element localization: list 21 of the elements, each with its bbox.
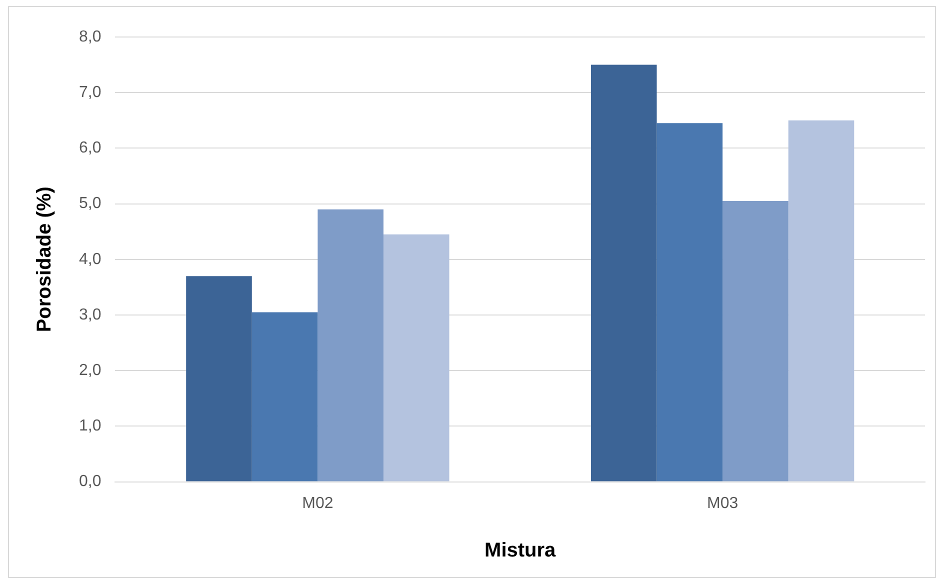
y-tick-label: 0,0	[78, 473, 102, 490]
bar	[656, 123, 723, 482]
y-tick-label: 6,0	[78, 140, 102, 157]
y-axis-title: Porosidade (%)	[34, 186, 56, 332]
x-tick-label: M02	[302, 494, 334, 512]
bar	[722, 201, 788, 482]
y-tick-label: 1,0	[78, 418, 102, 435]
bar	[788, 120, 854, 482]
bar	[252, 312, 318, 482]
bar	[318, 209, 384, 482]
bar	[590, 64, 657, 482]
x-axis-title: Mistura	[484, 540, 557, 562]
x-tick-label: M03	[707, 494, 738, 512]
y-tick-label: 7,0	[78, 84, 102, 102]
y-tick-label: 3,0	[78, 306, 102, 324]
bar	[186, 276, 252, 482]
bar	[383, 234, 450, 482]
y-tick-label: 8,0	[78, 28, 102, 46]
y-tick-label: 2,0	[78, 362, 102, 380]
y-tick-label: 4,0	[78, 250, 102, 268]
y-tick-label: 5,0	[78, 195, 102, 212]
